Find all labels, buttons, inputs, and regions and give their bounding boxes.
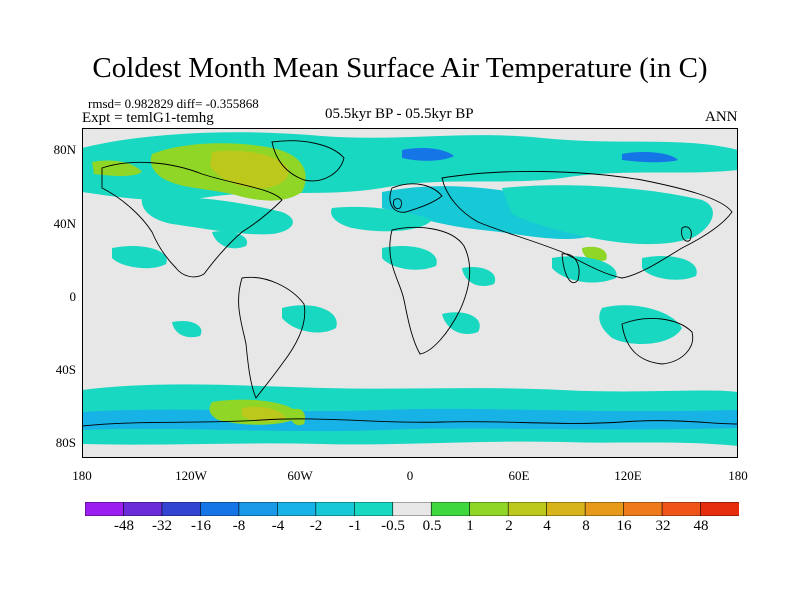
lon-tick-120e: 120E (614, 468, 642, 483)
lat-tick-80s: 80S (55, 435, 76, 450)
lon-tick-0: 0 (406, 468, 414, 483)
colorbar-label: 16 (616, 518, 632, 534)
central-cyan (331, 206, 432, 232)
colorbar-swatch (123, 502, 163, 516)
colorbar-swatch (277, 502, 317, 516)
temperature-map (82, 128, 738, 458)
lon-tick-60e: 60E (508, 468, 530, 483)
colorbar-label: -1 (348, 518, 362, 534)
tropic-patch-4 (462, 266, 496, 287)
colorbar-swatch (661, 502, 702, 516)
tropic-patch-8 (599, 305, 682, 344)
greenland-coast (271, 140, 345, 182)
tropic-patch-3 (382, 246, 437, 270)
colorbar-swatch (507, 502, 548, 516)
siberia-green (92, 160, 142, 176)
colorbar-svg (85, 502, 739, 516)
coastlines (82, 140, 738, 427)
experiment-text: Expt = temlG1-temhg (82, 110, 214, 126)
south-america-coast (238, 276, 306, 399)
lat-tick-0: 0 (69, 289, 77, 304)
uk-coast (393, 198, 403, 209)
antarctic-green-2 (290, 408, 306, 426)
colorbar-label: -4 (271, 518, 285, 534)
colorbar-label: 4 (543, 518, 551, 534)
asia-coast (441, 170, 733, 279)
lat-tick-40s: 40S (55, 362, 76, 377)
colorbar-label: -32 (152, 518, 172, 534)
colorbar-swatch (546, 502, 586, 516)
southern-lightblue-band (82, 408, 738, 432)
africa-coast (389, 226, 471, 355)
lon-tick-180e: 180 (728, 468, 748, 483)
colorbar-swatch (700, 502, 739, 516)
lon-tick-60w: 60W (287, 468, 313, 483)
colorbar-label: 48 (693, 518, 709, 534)
colorbar (85, 502, 739, 516)
tropic-patch-9 (172, 320, 202, 338)
colorbar-swatch (469, 502, 509, 516)
north-america-coast (101, 161, 283, 278)
colorbar-label: -8 (232, 518, 246, 534)
stats-text: rmsd= 0.982829 diff= -0.355868 (88, 96, 259, 111)
tropic-patch-10 (442, 312, 480, 334)
lat-tick-40n: 40N (53, 216, 76, 231)
colorbar-label: 2 (505, 518, 513, 534)
tropic-patch-1 (112, 245, 167, 269)
colorbar-label: 32 (655, 518, 671, 534)
lon-tick-180w: 180 (72, 468, 92, 483)
colorbar-label: -0.5 (381, 518, 405, 534)
colorbar-label: -16 (191, 518, 211, 534)
japan-coast (681, 226, 692, 242)
colorbar-label: -48 (114, 518, 134, 534)
map-border (82, 128, 738, 458)
colorbar-swatch (200, 502, 240, 516)
colorbar-label: 1 (466, 518, 474, 534)
tropic-patch-5 (552, 256, 617, 283)
colorbar-label: 8 (582, 518, 590, 534)
tropic-patch-6 (642, 256, 697, 280)
antarctica-coast (82, 418, 738, 427)
greenland-olive (210, 150, 289, 189)
colorbar-swatch (353, 502, 394, 516)
chart-title: Coldest Month Mean Surface Air Temperatu… (92, 52, 708, 84)
asia-cyan-region (502, 185, 713, 245)
lat-tick-80n: 80N (53, 142, 76, 157)
lon-tick-120w: 120W (175, 468, 207, 483)
asia-green-patch (582, 246, 607, 262)
colorbar-swatch (85, 502, 125, 516)
colorbar-swatch (238, 502, 278, 516)
map-panel (82, 128, 738, 458)
colorbar-label: 0.5 (422, 518, 442, 534)
colorbar-swatch (430, 502, 471, 516)
europe-coast (389, 183, 443, 213)
period-text: 05.5kyr BP - 05.5kyr BP (325, 106, 474, 122)
tropic-patch-7 (282, 305, 337, 333)
colorbar-swatch (584, 502, 625, 516)
colorbar-swatch (623, 502, 663, 516)
colorbar-swatch (161, 502, 202, 516)
colorbar-swatch (315, 502, 355, 516)
season-text: ANN (705, 109, 738, 125)
arctic-blue-patch-2 (622, 152, 678, 163)
colorbar-swatch (392, 502, 432, 516)
australia-coast (621, 318, 694, 365)
india-coast (561, 253, 580, 284)
arctic-blue-patch (402, 148, 454, 161)
antarctic-olive (242, 406, 286, 422)
colorbar-label: -2 (309, 518, 323, 534)
na-cyan-region (141, 196, 293, 235)
